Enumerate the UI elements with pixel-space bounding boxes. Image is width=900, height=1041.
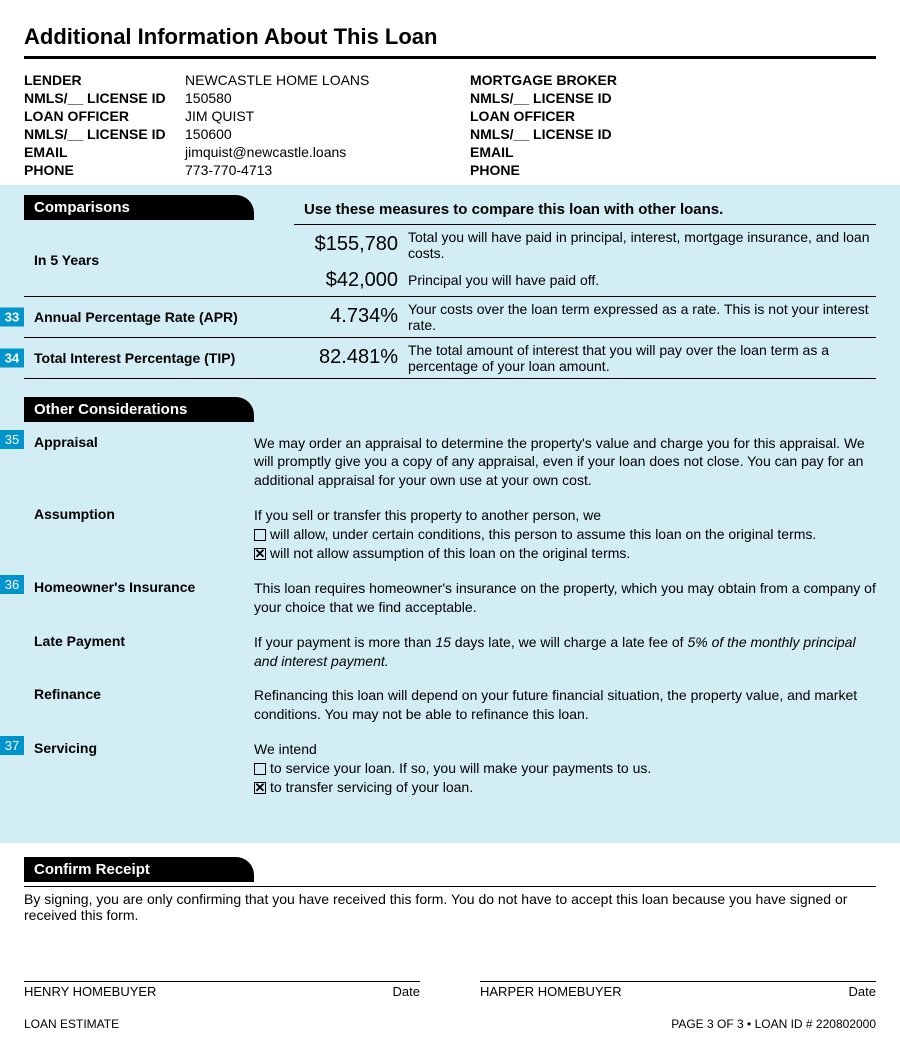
broker-officer-label: LOAN OFFICER — [470, 108, 625, 124]
assumption-label: Assumption — [34, 506, 244, 563]
lender-name: NEWCASTLE HOME LOANS — [185, 72, 430, 88]
badge-35: 35 — [0, 430, 24, 449]
assumption-checkbox-notallow[interactable] — [254, 548, 266, 560]
servicing-intro: We intend — [254, 741, 317, 757]
officer-nmls: 150600 — [185, 126, 430, 142]
servicing-label: Servicing — [34, 740, 244, 797]
broker-nmls — [631, 90, 876, 106]
signature-1[interactable]: HENRY HOMEBUYER Date — [24, 981, 420, 999]
other-considerations: 35 Appraisal We may order an appraisal t… — [24, 428, 876, 807]
servicing-text: We intend to service your loan. If so, y… — [254, 740, 876, 797]
tip-value: 82.481% — [294, 337, 404, 378]
in5years-label: In 5 Years — [24, 224, 294, 296]
servicing-opt1: to service your loan. If so, you will ma… — [270, 760, 651, 776]
officer-nmls-label: NMLS/__ LICENSE ID — [24, 126, 179, 142]
broker-officer — [631, 108, 876, 124]
sig2-name: HARPER HOMEBUYER — [480, 984, 622, 999]
tip-label-text: Total Interest Percentage (TIP) — [34, 350, 235, 366]
broker-officer-nmls-label: NMLS/__ LICENSE ID — [470, 126, 625, 142]
signature-row: HENRY HOMEBUYER Date HARPER HOMEBUYER Da… — [24, 981, 876, 999]
assumption-row: Assumption If you sell or transfer this … — [24, 500, 876, 573]
confirm-receipt-section: Confirm Receipt By signing, you are only… — [24, 857, 876, 1031]
refinance-text: Refinancing this loan will depend on you… — [254, 686, 876, 724]
apr-desc: Your costs over the loan term expressed … — [404, 296, 876, 337]
phone-value: 773-770-4713 — [185, 162, 430, 178]
signature-2[interactable]: HARPER HOMEBUYER Date — [480, 981, 876, 999]
assumption-text: If you sell or transfer this property to… — [254, 506, 876, 563]
assumption-intro: If you sell or transfer this property to… — [254, 507, 601, 523]
sig1-name: HENRY HOMEBUYER — [24, 984, 156, 999]
tip-desc: The total amount of interest that you wi… — [404, 337, 876, 378]
phone-label: PHONE — [24, 162, 179, 178]
apr-value: 4.734% — [294, 296, 404, 337]
broker-column: MORTGAGE BROKER NMLS/__ LICENSE ID LOAN … — [470, 71, 876, 179]
broker-email — [631, 144, 876, 160]
broker-phone — [631, 162, 876, 178]
email-label: EMAIL — [24, 144, 179, 160]
servicing-row: 37 Servicing We intend to service your l… — [24, 734, 876, 807]
lender-column: LENDER NEWCASTLE HOME LOANS NMLS/__ LICEN… — [24, 71, 430, 179]
loan-officer-label: LOAN OFFICER — [24, 108, 179, 124]
assumption-opt2: will not allow assumption of this loan o… — [270, 545, 630, 561]
refinance-label: Refinance — [34, 686, 244, 724]
broker-label: MORTGAGE BROKER — [470, 72, 625, 88]
broker-email-label: EMAIL — [470, 144, 625, 160]
comparisons-instruction: Use these measures to compare this loan … — [294, 195, 876, 224]
badge-34: 34 — [0, 348, 24, 367]
refinance-row: Refinance Refinancing this loan will dep… — [24, 680, 876, 734]
page-footer: LOAN ESTIMATE PAGE 3 OF 3 • LOAN ID # 22… — [24, 1017, 876, 1031]
apr-label: 33 Annual Percentage Rate (APR) — [24, 296, 294, 337]
servicing-checkbox-service[interactable] — [254, 763, 266, 775]
homeowners-text: This loan requires homeowner's insurance… — [254, 579, 876, 617]
broker-name — [631, 72, 876, 88]
in5-principal-value: $42,000 — [294, 265, 404, 297]
broker-phone-label: PHONE — [470, 162, 625, 178]
appraisal-text: We may order an appraisal to determine t… — [254, 434, 876, 491]
footer-right: PAGE 3 OF 3 • LOAN ID # 220802000 — [671, 1017, 876, 1031]
late-days: 15 — [435, 634, 451, 650]
confirm-text: By signing, you are only confirming that… — [24, 886, 876, 933]
footer-left: LOAN ESTIMATE — [24, 1017, 119, 1031]
other-considerations-heading: Other Considerations — [24, 397, 254, 422]
sig2-date-label: Date — [849, 984, 876, 999]
confirm-heading: Confirm Receipt — [24, 857, 254, 882]
email-value: jimquist@newcastle.loans — [185, 144, 430, 160]
loan-officer: JIM QUIST — [185, 108, 430, 124]
servicing-checkbox-transfer[interactable] — [254, 782, 266, 794]
assumption-opt1: will allow, under certain conditions, th… — [270, 526, 816, 542]
badge-37: 37 — [0, 736, 24, 755]
lender-nmls: 150580 — [185, 90, 430, 106]
appraisal-label: Appraisal — [34, 434, 244, 491]
latepayment-text: If your payment is more than 15 days lat… — [254, 633, 876, 671]
latepayment-label: Late Payment — [34, 633, 244, 671]
homeowners-label: Homeowner's Insurance — [34, 579, 244, 617]
tip-label: 34 Total Interest Percentage (TIP) — [24, 337, 294, 378]
apr-label-text: Annual Percentage Rate (APR) — [34, 309, 238, 325]
servicing-opt2: to transfer servicing of your loan. — [270, 779, 473, 795]
late-text2: days late, we will charge a late fee of — [451, 634, 688, 650]
assumption-checkbox-allow[interactable] — [254, 529, 266, 541]
late-text1: If your payment is more than — [254, 634, 435, 650]
lender-label: LENDER — [24, 72, 179, 88]
badge-33: 33 — [0, 307, 24, 326]
sig1-date-label: Date — [393, 984, 420, 999]
homeowners-row: 36 Homeowner's Insurance This loan requi… — [24, 573, 876, 627]
broker-nmls-label: NMLS/__ LICENSE ID — [470, 90, 625, 106]
broker-officer-nmls — [631, 126, 876, 142]
highlighted-section: Comparisons Use these measures to compar… — [0, 185, 900, 843]
latepayment-row: Late Payment If your payment is more tha… — [24, 627, 876, 681]
appraisal-row: 35 Appraisal We may order an appraisal t… — [24, 428, 876, 501]
comparisons-table: Comparisons Use these measures to compar… — [24, 195, 876, 379]
badge-36: 36 — [0, 575, 24, 594]
header-grid: LENDER NEWCASTLE HOME LOANS NMLS/__ LICEN… — [24, 71, 876, 179]
page-title: Additional Information About This Loan — [24, 24, 876, 59]
in5-principal-desc: Principal you will have paid off. — [404, 265, 876, 297]
lender-nmls-label: NMLS/__ LICENSE ID — [24, 90, 179, 106]
in5-total-desc: Total you will have paid in principal, i… — [404, 224, 876, 265]
in5-total-value: $155,780 — [294, 224, 404, 265]
comparisons-heading: Comparisons — [24, 195, 254, 220]
